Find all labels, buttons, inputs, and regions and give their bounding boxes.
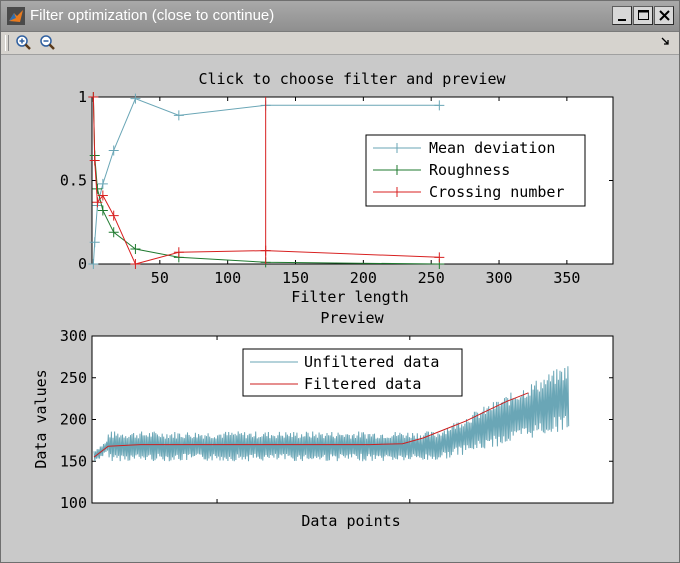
bottom-x-axis-label: Data points <box>301 512 400 530</box>
data-point-crossing-number <box>108 210 119 221</box>
data-point-crossing-number <box>92 197 103 208</box>
bottom-y-tick-label: 100 <box>60 494 87 512</box>
legend-label-mean-deviation: Mean deviation <box>429 139 555 157</box>
bottom-y-axis-label: Data values <box>32 369 50 468</box>
data-point-mean-deviation <box>434 100 445 111</box>
data-point-mean-deviation <box>88 259 99 269</box>
minimize-button[interactable] <box>612 6 632 25</box>
title-bar[interactable]: Filter optimization (close to continue) <box>1 1 679 32</box>
data-point-mean-deviation <box>173 110 184 121</box>
data-point-crossing-number <box>434 252 445 263</box>
bottom-legend-box <box>242 348 463 397</box>
data-point-roughness <box>108 227 119 238</box>
data-point-crossing-number <box>88 92 99 102</box>
data-point-mean-deviation <box>108 145 119 156</box>
unfiltered-data-line <box>93 366 570 462</box>
top-series <box>88 92 445 269</box>
data-point-mean-deviation <box>89 237 100 248</box>
figure-toolbar <box>1 32 679 55</box>
bottom-y-ticks: 100 150 200 250 300 <box>60 327 613 512</box>
close-button[interactable] <box>654 6 674 25</box>
top-x-axis-label: Filter length <box>291 288 408 306</box>
top-plot-title: Click to choose filter and preview <box>198 70 506 88</box>
figure-canvas[interactable]: Click to choose filter and preview Filte… <box>2 55 679 562</box>
top-y-tick-label: 1 <box>78 88 87 106</box>
toolbar-grip <box>5 35 9 51</box>
legend-label-crossing-number: Crossing number <box>429 183 564 201</box>
data-point-roughness <box>97 205 108 216</box>
window-title: Filter optimization (close to continue) <box>30 7 275 24</box>
legend-label-unfiltered: Unfiltered data <box>304 353 439 371</box>
data-point-crossing-number <box>173 247 184 258</box>
top-x-ticks: 50 100 150 200 250 300 350 <box>151 97 580 287</box>
top-y-tick-label: 0 <box>78 255 87 273</box>
maximize-button[interactable] <box>633 6 653 25</box>
maximize-icon <box>638 10 649 20</box>
top-x-tick-label: 50 <box>151 269 169 287</box>
matlab-logo-icon <box>7 7 25 25</box>
data-point-mean-deviation <box>130 93 141 104</box>
bottom-plot-title: Preview <box>320 309 384 327</box>
bottom-legend: Unfiltered data Filtered data <box>242 348 463 397</box>
top-axes[interactable]: Click to choose filter and preview Filte… <box>60 70 614 306</box>
top-x-tick-label: 200 <box>350 269 377 287</box>
bottom-y-tick-label: 200 <box>60 411 87 429</box>
data-point-roughness <box>130 243 141 254</box>
data-point-crossing-number <box>97 190 108 201</box>
data-point-crossing-number <box>89 155 100 166</box>
minimize-icon <box>618 19 626 21</box>
top-legend: Mean deviation Roughness Crossing number <box>365 134 586 207</box>
top-x-tick-label: 150 <box>282 269 309 287</box>
bottom-y-tick-label: 250 <box>60 369 87 387</box>
top-x-tick-label: 300 <box>485 269 512 287</box>
legend-marker-roughness <box>392 165 402 175</box>
data-point-roughness <box>92 183 103 194</box>
legend-label-roughness: Roughness <box>429 161 510 179</box>
top-y-ticks: 00.51 <box>60 88 613 273</box>
bottom-x-ticks <box>216 336 411 503</box>
zoom-out-icon[interactable] <box>39 34 57 52</box>
filtered-data-line <box>93 392 529 458</box>
legend-marker-mean-deviation <box>392 143 402 153</box>
top-x-tick-label: 100 <box>214 269 241 287</box>
top-y-tick-label: 0.5 <box>60 172 87 190</box>
bottom-y-tick-label: 150 <box>60 452 87 470</box>
legend-label-filtered: Filtered data <box>304 375 421 393</box>
data-point-mean-deviation <box>97 178 108 189</box>
data-point-crossing-number <box>130 259 141 269</box>
bottom-axes[interactable]: Preview Data points Data values 100 150 20… <box>32 309 614 530</box>
bottom-y-tick-label: 300 <box>60 327 87 345</box>
top-x-tick-label: 250 <box>418 269 445 287</box>
close-icon <box>659 10 670 21</box>
zoom-in-icon[interactable] <box>15 34 33 52</box>
legend-marker-crossing-number <box>392 187 402 197</box>
top-x-tick-label: 350 <box>553 269 580 287</box>
toolbar-dock-arrow-icon[interactable] <box>660 36 670 48</box>
